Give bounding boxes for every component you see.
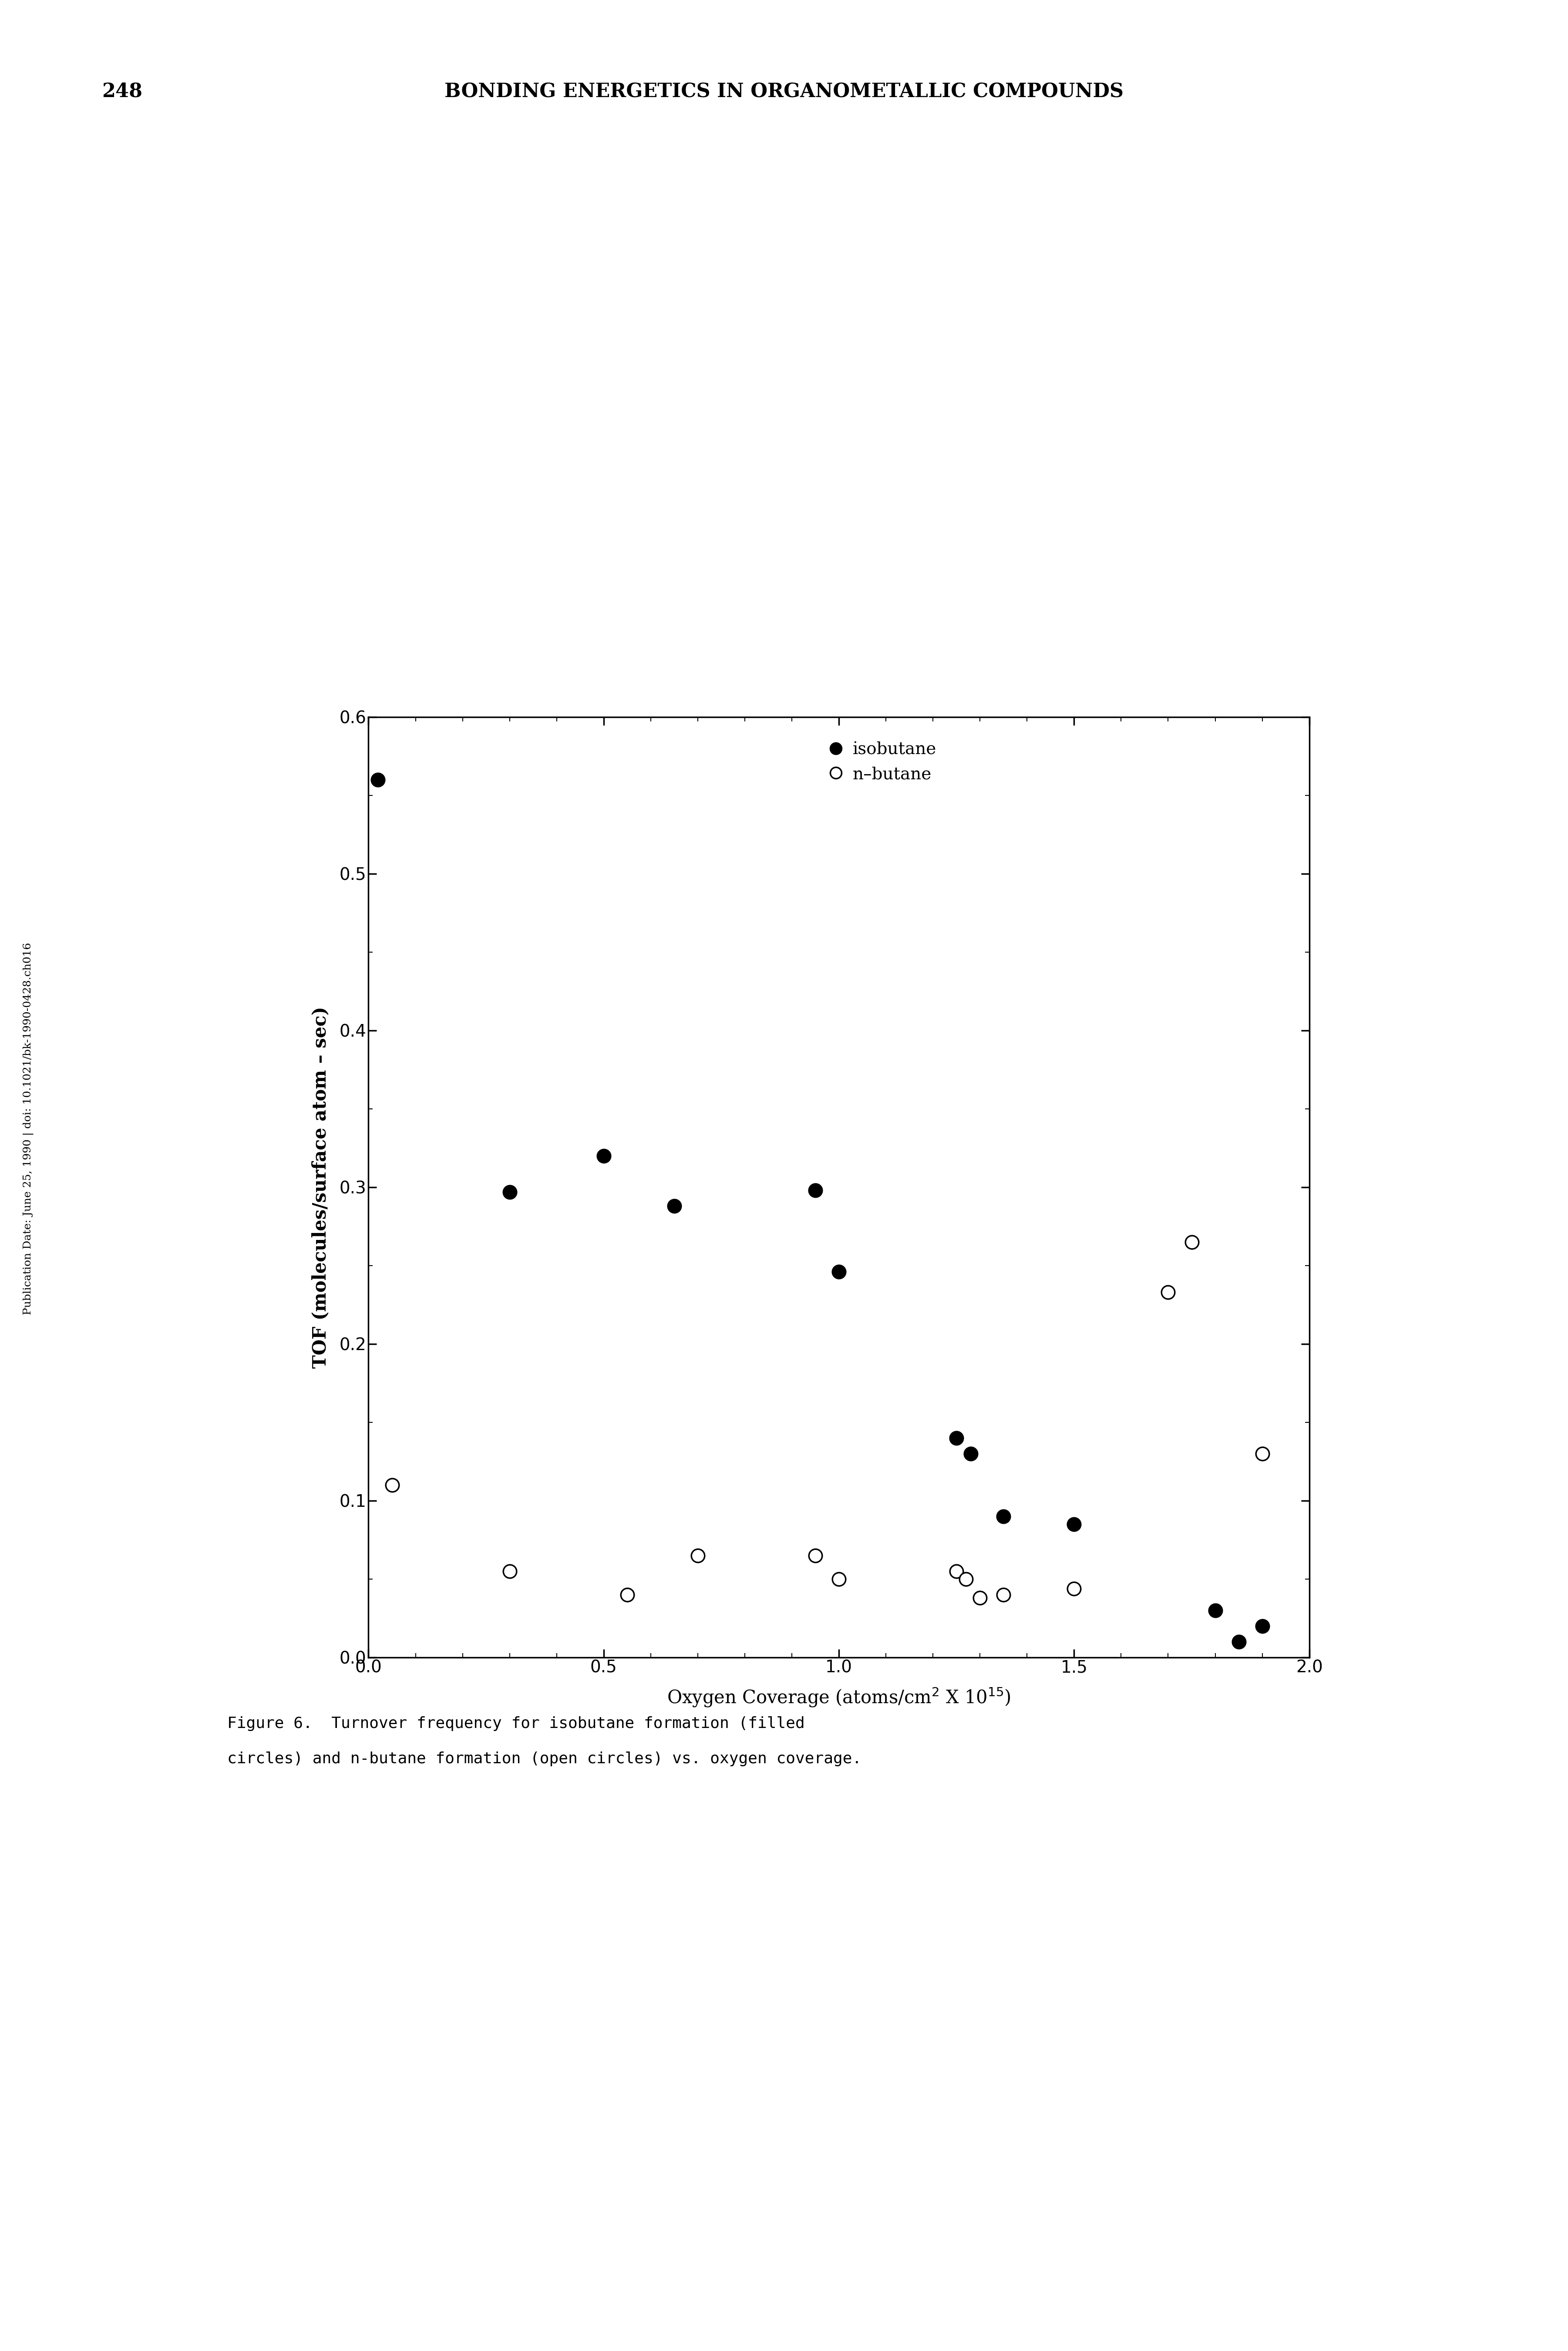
Text: Figure 6.  Turnover frequency for isobutane formation (filled: Figure 6. Turnover frequency for isobuta… [227, 1716, 804, 1730]
X-axis label: Oxygen Coverage (atoms/cm$^2$ X 10$^{15}$): Oxygen Coverage (atoms/cm$^2$ X 10$^{15}… [666, 1686, 1011, 1709]
Legend: isobutane, n–butane: isobutane, n–butane [820, 736, 944, 790]
Text: circles) and n-butane formation (open circles) vs. oxygen coverage.: circles) and n-butane formation (open ci… [227, 1751, 862, 1766]
Text: 248: 248 [102, 82, 143, 101]
Text: Publication Date: June 25, 1990 | doi: 10.1021/bk-1990-0428.ch016: Publication Date: June 25, 1990 | doi: 1… [24, 943, 33, 1314]
Y-axis label: TOF (molecules/surface atom – sec): TOF (molecules/surface atom – sec) [312, 1006, 329, 1368]
Text: BONDING ENERGETICS IN ORGANOMETALLIC COMPOUNDS: BONDING ENERGETICS IN ORGANOMETALLIC COM… [444, 82, 1124, 101]
